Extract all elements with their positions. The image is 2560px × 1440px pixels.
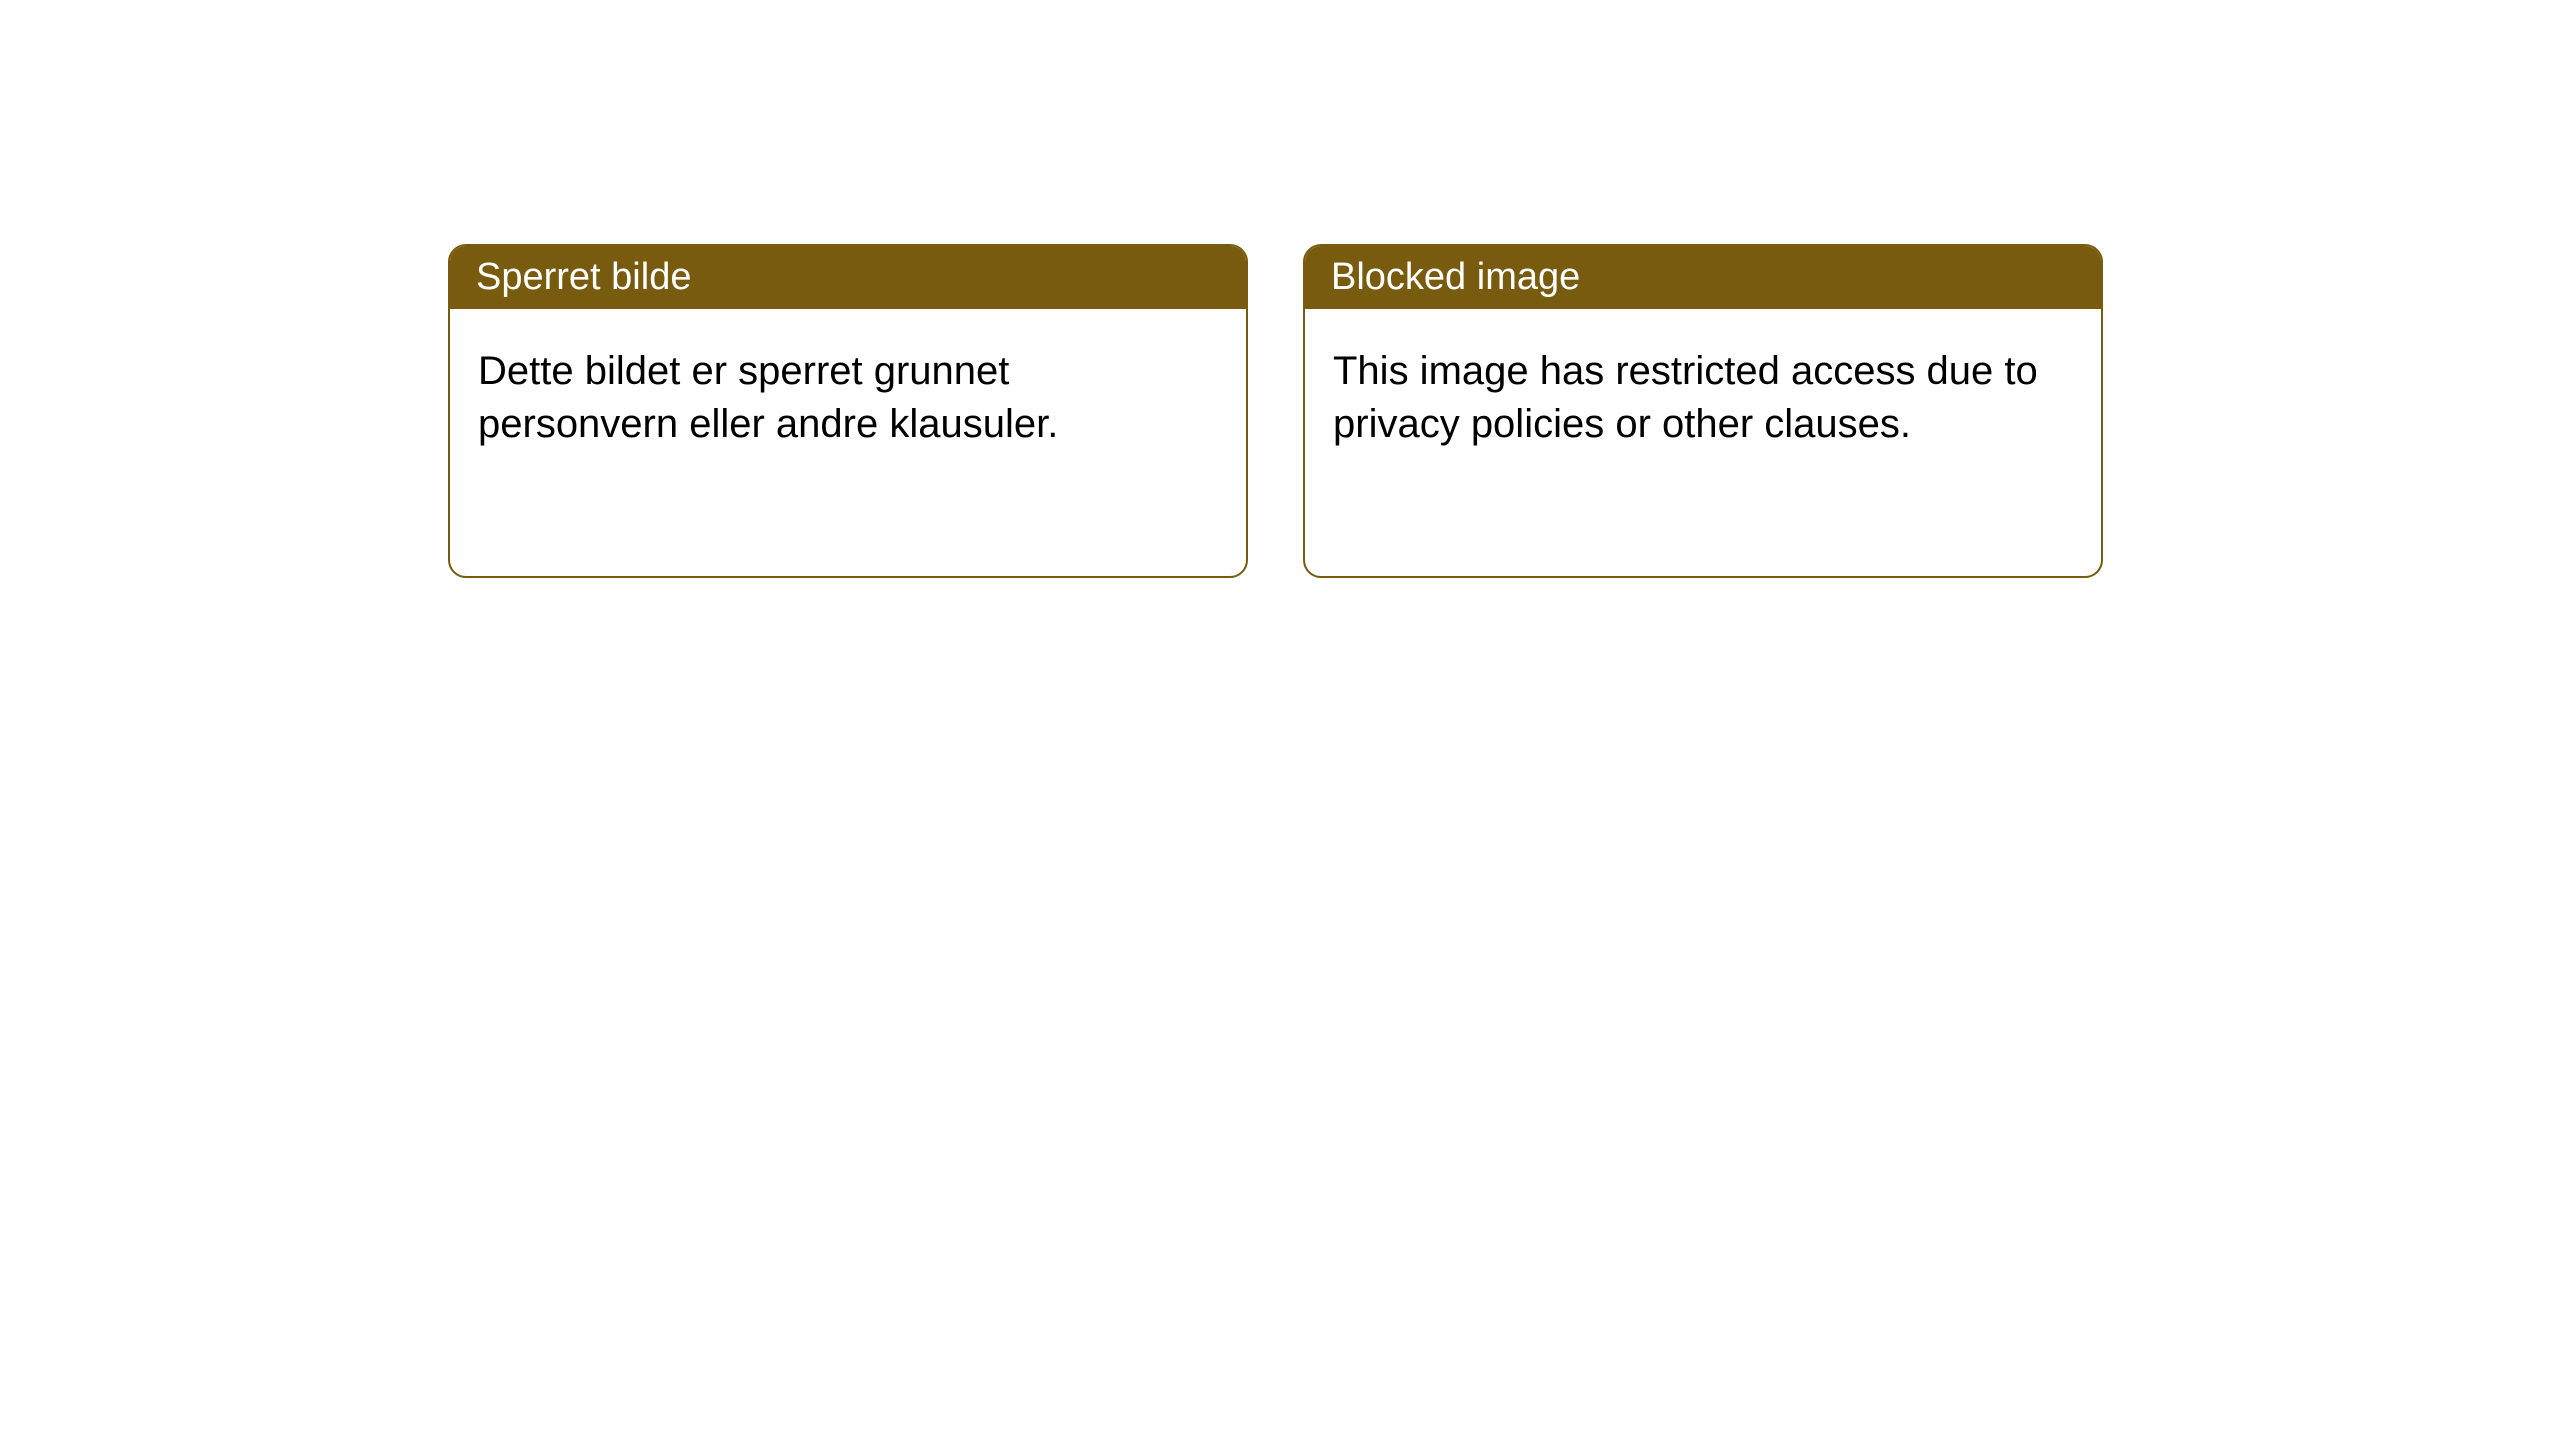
card-header: Sperret bilde xyxy=(450,246,1246,309)
card-header-text: Sperret bilde xyxy=(476,256,691,298)
notice-card-norwegian: Sperret bilde Dette bildet er sperret gr… xyxy=(448,244,1248,578)
notice-card-english: Blocked image This image has restricted … xyxy=(1303,244,2103,578)
card-header: Blocked image xyxy=(1305,246,2101,309)
card-body-text: This image has restricted access due to … xyxy=(1333,349,2038,446)
card-body: This image has restricted access due to … xyxy=(1305,309,2101,487)
card-header-text: Blocked image xyxy=(1331,256,1580,298)
card-body: Dette bildet er sperret grunnet personve… xyxy=(450,309,1246,487)
card-body-text: Dette bildet er sperret grunnet personve… xyxy=(478,349,1058,446)
notice-cards-container: Sperret bilde Dette bildet er sperret gr… xyxy=(448,244,2103,578)
